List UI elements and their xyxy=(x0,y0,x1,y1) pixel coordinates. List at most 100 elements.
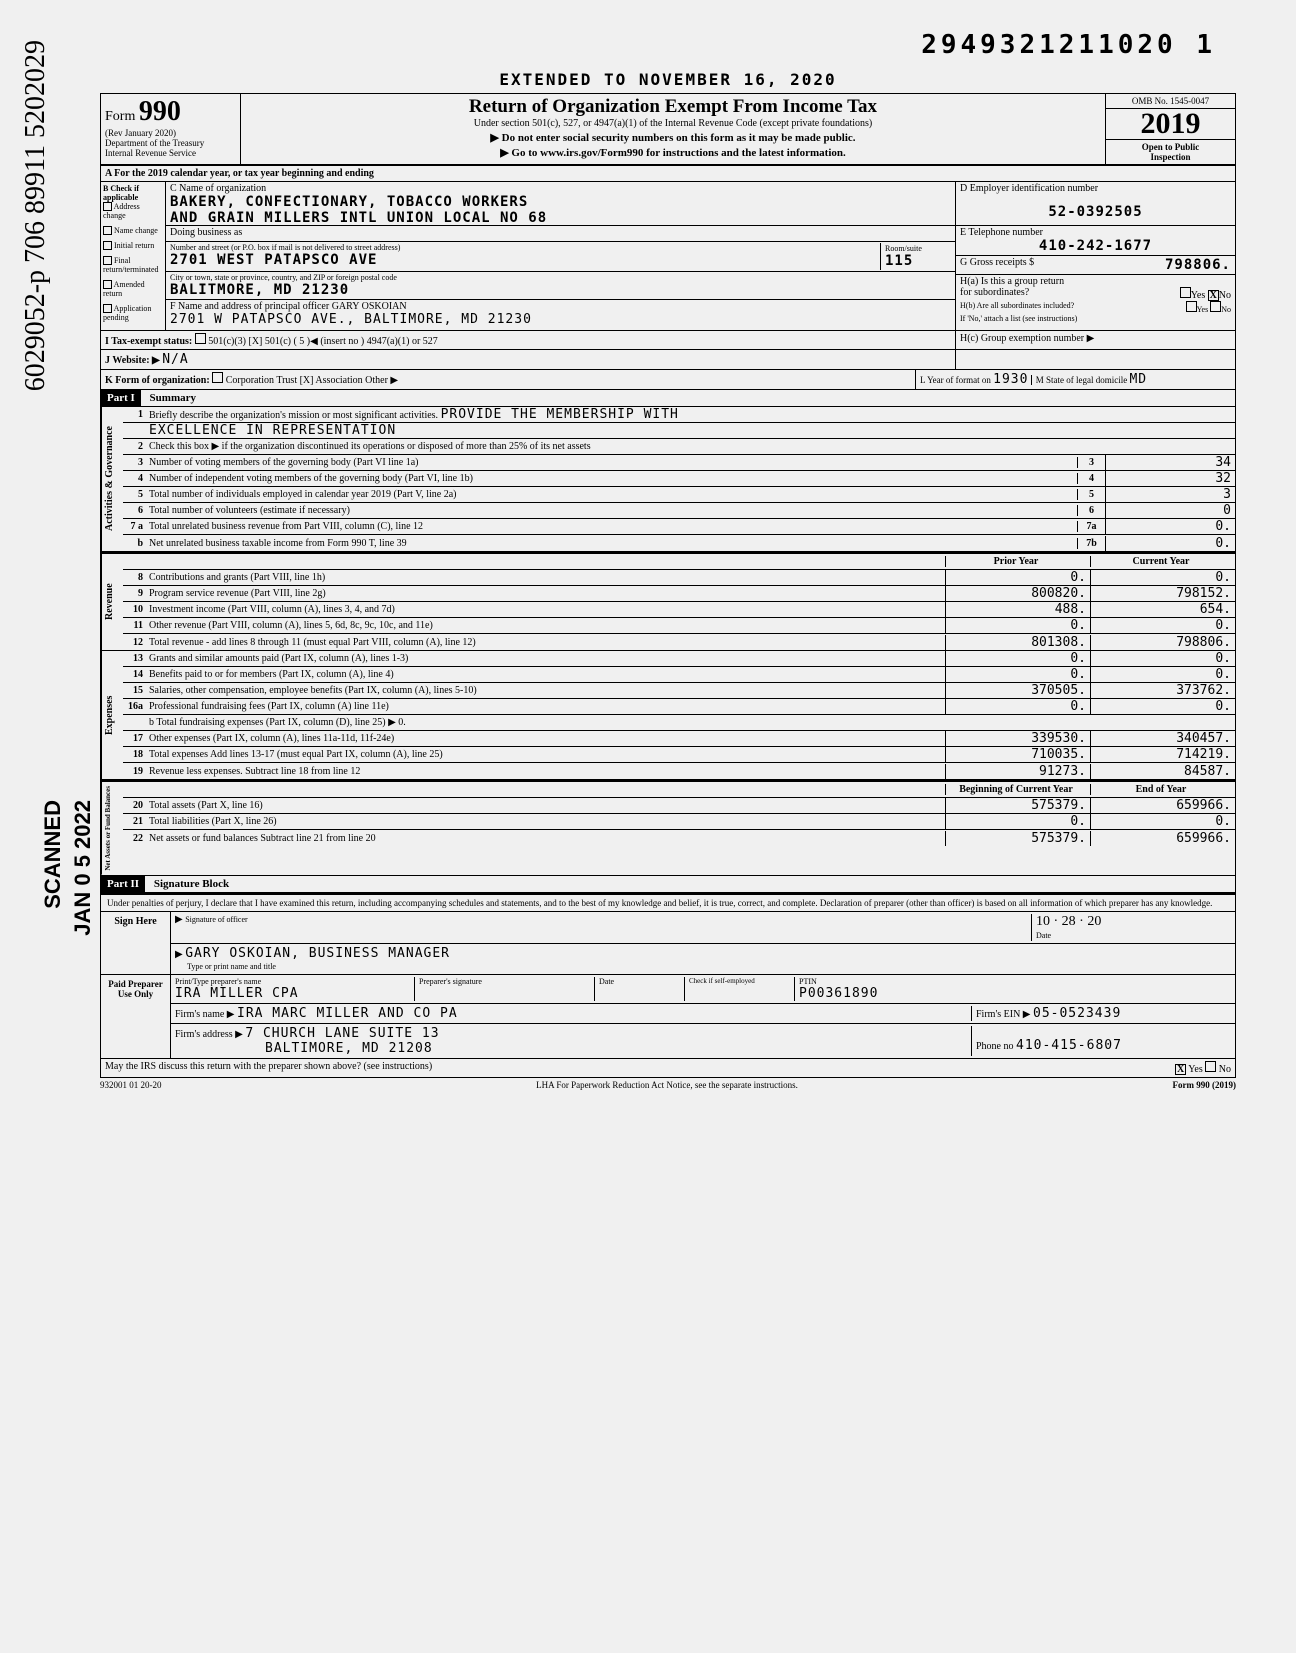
section-bcd: B Check if applicable Address change Nam… xyxy=(100,182,1236,331)
form-prefix: Form xyxy=(105,109,135,124)
mission-line2: EXCELLENCE IN REPRESENTATION xyxy=(147,423,1235,438)
footer-mid: LHA For Paperwork Reduction Act Notice, … xyxy=(536,1080,798,1090)
end-year-header: End of Year xyxy=(1090,784,1235,795)
officer-sub: Type or print name and title xyxy=(175,962,276,971)
city-state-zip: BALITMORE, MD 21230 xyxy=(170,282,951,298)
row-j-website: J Website: ▶ N/A xyxy=(100,350,1236,370)
street-row: Number and street (or P.O. box if mail i… xyxy=(166,242,955,272)
date-label: Date xyxy=(1036,931,1051,940)
side-label-exp: Expenses xyxy=(101,651,123,779)
cb-name-change[interactable]: Name change xyxy=(103,226,163,235)
firm-addr-label: Firm's address ▶ xyxy=(175,1029,243,1040)
activities-governance: Activities & Governance 1 Briefly descri… xyxy=(100,407,1236,552)
scanned-stamp: SCANNED xyxy=(40,800,66,909)
gross-receipts: 798806. xyxy=(1165,257,1231,273)
dept-treasury: Department of the Treasury xyxy=(105,138,236,148)
firm-addr2: BALTIMORE, MD 21208 xyxy=(175,1041,433,1056)
firm-ein: 05-0523439 xyxy=(1033,1006,1121,1021)
expenses-section: Expenses 13Grants and similar amounts pa… xyxy=(100,651,1236,780)
section-b-label: B Check if applicable xyxy=(103,184,163,202)
extension-notice: EXTENDED TO NOVEMBER 16, 2020 xyxy=(100,70,1236,89)
part1-header-row: Part I Summary xyxy=(100,390,1236,407)
officer-address: 2701 W PATAPSCO AVE., BALTIMORE, MD 2123… xyxy=(170,312,951,327)
document-number: 2949321211020 1 xyxy=(921,30,1216,60)
summary-line: 15Salaries, other compensation, employee… xyxy=(123,683,1235,699)
cb-address-change[interactable]: Address change xyxy=(103,202,163,220)
vertical-handwriting: 6029052-p 706 89911 5202029 xyxy=(20,40,52,391)
section-d-label: D Employer identification number xyxy=(960,183,1231,194)
telephone: 410-242-1677 xyxy=(960,238,1231,254)
page-footer: 932001 01 20-20 LHA For Paperwork Reduct… xyxy=(100,1078,1236,1092)
summary-line: 21Total liabilities (Part X, line 26)0.0… xyxy=(123,814,1235,830)
section-hb-label: H(b) Are all subordinates included? xyxy=(960,301,1074,314)
cb-application[interactable]: Application pending xyxy=(103,304,163,322)
line2: Check this box ▶ if the organization dis… xyxy=(147,441,1235,452)
part2-header-row: Part II Signature Block xyxy=(100,876,1236,893)
sig-date: 10 · 28 · 20 xyxy=(1036,914,1101,929)
section-f-label: F Name and address of principal officer … xyxy=(170,301,951,312)
section-c-label: C Name of organization xyxy=(170,183,951,194)
begin-year-header: Beginning of Current Year xyxy=(945,784,1090,795)
firm-phone-label: Phone no xyxy=(976,1041,1014,1052)
form-title: Return of Organization Exempt From Incom… xyxy=(247,96,1099,118)
sign-here-label: Sign Here xyxy=(101,912,171,974)
hb-note: If 'No,' attach a list (see instructions… xyxy=(960,314,1231,323)
summary-line: b Total fundraising expenses (Part IX, c… xyxy=(123,715,1235,731)
footer-left: 932001 01 20-20 xyxy=(100,1080,162,1090)
form-revision: (Rev January 2020) xyxy=(105,128,236,138)
firm-phone: 410-415-6807 xyxy=(1016,1038,1122,1053)
irs-label: Internal Revenue Service xyxy=(105,148,236,158)
row-a-tax-year: A For the 2019 calendar year, or tax yea… xyxy=(100,166,1236,182)
scan-date: JAN 0 5 2022 xyxy=(70,800,96,936)
cb-amended[interactable]: Amended return xyxy=(103,280,163,298)
street-label: Number and street (or P.O. box if mail i… xyxy=(170,243,880,252)
sig-officer-label: Signature of officer xyxy=(185,915,248,924)
discuss-question: May the IRS discuss this return with the… xyxy=(105,1061,1071,1075)
summary-line: 12Total revenue - add lines 8 through 11… xyxy=(123,634,1235,650)
ptin: P00361890 xyxy=(799,986,1231,1001)
row-i-tax-exempt: I Tax-exempt status: 501(c)(3) [X] 501(c… xyxy=(100,331,1236,350)
prior-year-header: Prior Year xyxy=(945,556,1090,567)
firm-name-label: Firm's name ▶ xyxy=(175,1009,235,1020)
cb-initial-return[interactable]: Initial return xyxy=(103,241,163,250)
ssn-warning: ▶ Do not enter social security numbers o… xyxy=(247,131,1099,144)
net-assets-section: Net Assets or Fund Balances Beginning of… xyxy=(100,780,1236,876)
line5: Total number of individuals employed in … xyxy=(147,489,1077,500)
section-hc: H(c) Group exemption number ▶ xyxy=(955,331,1235,349)
summary-line: 11Other revenue (Part VIII, column (A), … xyxy=(123,618,1235,634)
line3: Number of voting members of the governin… xyxy=(147,457,1077,468)
prep-name: IRA MILLER CPA xyxy=(175,986,414,1001)
prep-check[interactable]: Check if self-employed xyxy=(685,977,795,1001)
firm-ein-label: Firm's EIN ▶ xyxy=(976,1009,1031,1020)
irs-link: ▶ Go to www.irs.gov/Form990 for instruct… xyxy=(247,146,1099,159)
summary-line: 14Benefits paid to or for members (Part … xyxy=(123,667,1235,683)
room-label: Room/suite xyxy=(885,244,947,253)
part2-title: Signature Block xyxy=(148,878,229,890)
ha-sub: for subordinates? xyxy=(960,287,1029,301)
part2-label: Part II xyxy=(101,876,145,892)
line4: Number of independent voting members of … xyxy=(147,473,1077,484)
part1-title: Summary xyxy=(144,392,196,404)
section-ha-label: H(a) Is this a group return xyxy=(960,276,1231,287)
section-e-label: E Telephone number xyxy=(960,227,1231,238)
open-public: Open to Public xyxy=(1108,142,1233,152)
line7a: Total unrelated business revenue from Pa… xyxy=(147,521,1077,532)
ptin-label: PTIN xyxy=(799,977,1231,986)
section-g-label: G Gross receipts $ xyxy=(960,257,1034,273)
inspection-label: Inspection xyxy=(1108,152,1233,162)
ha-yesno[interactable]: Yes XNo xyxy=(1180,287,1231,301)
signature-block: Under penalties of perjury, I declare th… xyxy=(100,893,1236,1078)
current-year-header: Current Year xyxy=(1090,556,1235,567)
footer-right: Form 990 (2019) xyxy=(1173,1080,1236,1090)
discuss-yesno[interactable]: X Yes No xyxy=(1071,1061,1231,1075)
summary-line: 16aProfessional fundraising fees (Part I… xyxy=(123,699,1235,715)
summary-line: 9Program service revenue (Part VIII, lin… xyxy=(123,586,1235,602)
perjury-statement: Under penalties of perjury, I declare th… xyxy=(101,895,1235,912)
hb-yesno[interactable]: Yes No xyxy=(1186,301,1231,314)
form-header: Form 990 (Rev January 2020) Department o… xyxy=(100,93,1236,166)
cb-final-return[interactable]: Final return/terminated xyxy=(103,256,163,274)
line6: Total number of volunteers (estimate if … xyxy=(147,505,1077,516)
summary-line: 8Contributions and grants (Part VIII, li… xyxy=(123,570,1235,586)
room-number: 115 xyxy=(885,253,947,269)
part1-label: Part I xyxy=(101,390,141,406)
